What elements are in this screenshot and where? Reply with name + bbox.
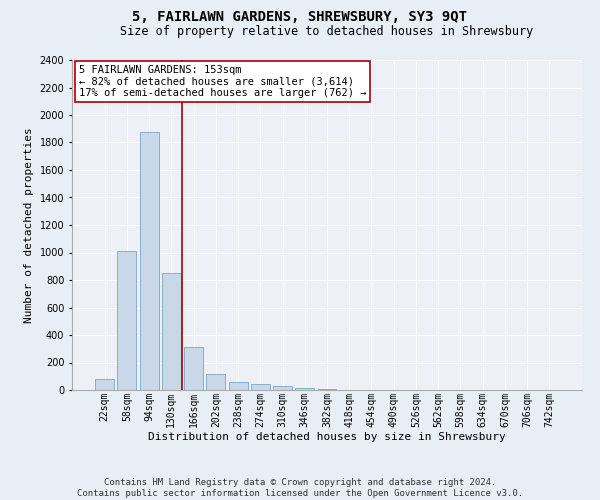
Bar — [184, 348, 203, 390]
Bar — [273, 386, 292, 390]
Text: Contains HM Land Registry data © Crown copyright and database right 2024.
Contai: Contains HM Land Registry data © Crown c… — [77, 478, 523, 498]
Bar — [229, 382, 248, 390]
Bar — [251, 384, 270, 390]
Bar — [162, 273, 181, 390]
Bar — [140, 132, 158, 390]
Bar — [206, 374, 225, 390]
Bar — [295, 388, 314, 390]
Y-axis label: Number of detached properties: Number of detached properties — [24, 127, 34, 323]
Title: Size of property relative to detached houses in Shrewsbury: Size of property relative to detached ho… — [121, 25, 533, 38]
Text: 5 FAIRLAWN GARDENS: 153sqm
← 82% of detached houses are smaller (3,614)
17% of s: 5 FAIRLAWN GARDENS: 153sqm ← 82% of deta… — [79, 65, 366, 98]
X-axis label: Distribution of detached houses by size in Shrewsbury: Distribution of detached houses by size … — [148, 432, 506, 442]
Bar — [95, 379, 114, 390]
Text: 5, FAIRLAWN GARDENS, SHREWSBURY, SY3 9QT: 5, FAIRLAWN GARDENS, SHREWSBURY, SY3 9QT — [133, 10, 467, 24]
Bar — [118, 251, 136, 390]
